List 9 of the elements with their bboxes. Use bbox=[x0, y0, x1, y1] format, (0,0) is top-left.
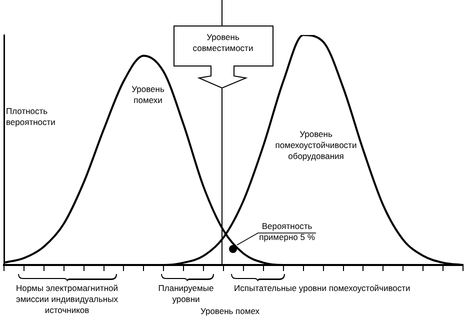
x-axis-title: Уровень помех bbox=[199, 306, 261, 317]
text: Планируемые уровни bbox=[157, 283, 215, 305]
y-axis-title: Плотность вероятности bbox=[6, 106, 56, 128]
annotation: Вероятность примерно 5 % bbox=[258, 221, 316, 243]
series-label: Уровень помехи bbox=[130, 84, 166, 106]
text: Испытательные уровни помехоустойчивости bbox=[234, 283, 412, 294]
text: Нормы электромагнитной эмиссии индивидуальных источников bbox=[14, 283, 120, 316]
annotation: Уровень совместимости bbox=[192, 32, 254, 54]
series-label: Уровень помехоустойчивости оборудования bbox=[274, 129, 358, 162]
